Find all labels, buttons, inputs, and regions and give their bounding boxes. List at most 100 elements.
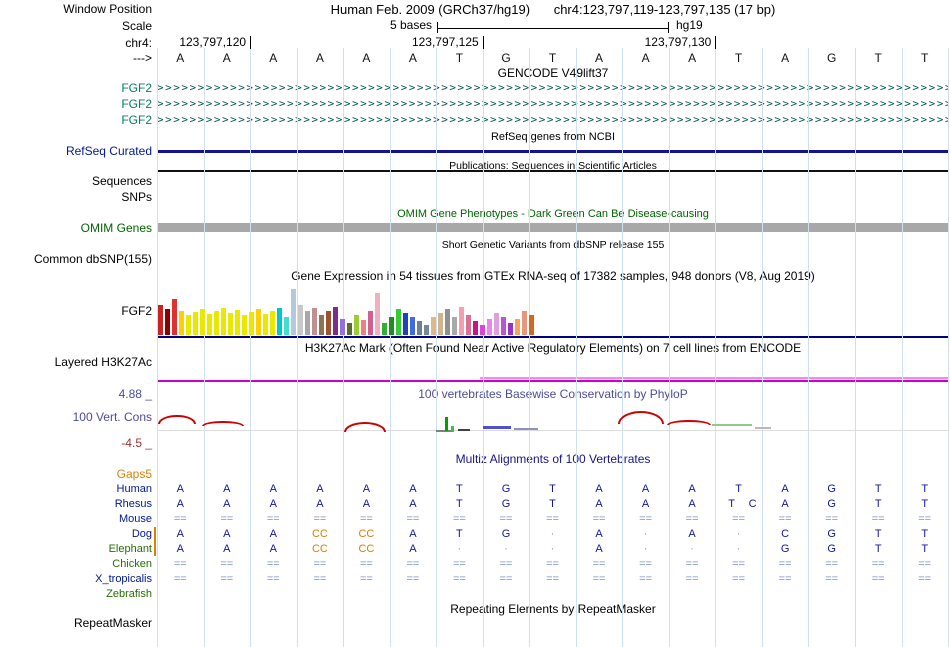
repeatmasker-title[interactable]: Repeating Elements by RepeatMasker (450, 602, 656, 616)
gtex-baseline[interactable] (157, 336, 949, 338)
layered-h3k27ac-label[interactable]: Layered H3K27Ac (54, 355, 152, 369)
common-dbsnp-label[interactable]: Common dbSNP(155) (33, 252, 152, 266)
gtex-bar[interactable] (158, 305, 163, 335)
gtex-bar[interactable] (389, 317, 394, 335)
gtex-bar[interactable] (214, 311, 219, 335)
species-label-human[interactable]: Human (116, 483, 152, 495)
omim-genes-label[interactable]: OMIM Genes (80, 221, 152, 235)
gtex-bar[interactable] (249, 312, 254, 335)
multiz-title[interactable]: Multiz Alignments of 100 Vertebrates (455, 452, 651, 466)
phylop-title[interactable]: 100 vertebrates Basewise Conservation by… (418, 387, 688, 401)
species-label-dog[interactable]: Dog (131, 528, 152, 540)
gtex-bar[interactable] (263, 314, 268, 335)
gencode-gene-label[interactable]: FGF2 (121, 113, 152, 127)
gtex-bar[interactable] (403, 313, 408, 335)
gencode-transcript-row[interactable]: >>>>>>>>>>>>>>>>>>>>>>>>>>>>>>>>>>>>>>>>… (157, 113, 948, 126)
dbsnp-title[interactable]: Short Genetic Variants from dbSNP releas… (441, 239, 665, 251)
gencode-gene-label[interactable]: FGF2 (121, 81, 152, 95)
gtex-title[interactable]: Gene Expression in 54 tissues from GTEx … (291, 269, 815, 283)
gtex-bar[interactable] (494, 313, 499, 335)
vert-cons-label[interactable]: 100 Vert. Cons (72, 410, 152, 424)
omim-title[interactable]: OMIM Gene Phenotypes - Dark Green Can Be… (397, 208, 709, 220)
gencode-title[interactable]: GENCODE V49lift37 (497, 66, 609, 80)
gencode-transcript-row[interactable]: >>>>>>>>>>>>>>>>>>>>>>>>>>>>>>>>>>>>>>>>… (157, 81, 948, 94)
gtex-bar[interactable] (312, 308, 317, 335)
gtex-bar[interactable] (529, 315, 534, 335)
gtex-bar[interactable] (354, 315, 359, 335)
gtex-gene-label[interactable]: FGF2 (121, 304, 152, 318)
gtex-bar[interactable] (487, 319, 492, 335)
refseq-curated-label[interactable]: RefSeq Curated (65, 144, 152, 158)
gtex-bar[interactable] (452, 317, 457, 335)
gtex-bar[interactable] (501, 317, 506, 335)
species-label-elephant[interactable]: Elephant (108, 543, 152, 555)
multiz-token: C (748, 498, 757, 510)
gtex-bar[interactable] (459, 307, 464, 335)
gaps-label[interactable]: Gaps5 (116, 467, 152, 481)
gtex-bar[interactable] (431, 317, 436, 335)
gtex-bar[interactable] (298, 305, 303, 335)
species-label-mouse[interactable]: Mouse (118, 513, 152, 525)
gtex-bar[interactable] (410, 317, 415, 335)
gtex-bar[interactable] (291, 289, 296, 335)
gtex-bar[interactable] (326, 311, 331, 335)
gtex-bar[interactable] (256, 309, 261, 335)
species-label-chicken[interactable]: Chicken (112, 558, 152, 570)
sequences-track-line[interactable] (157, 170, 949, 172)
omim-track-bar[interactable] (157, 223, 949, 232)
gtex-bar[interactable] (193, 312, 198, 335)
gtex-bar[interactable] (228, 313, 233, 335)
gtex-bar[interactable] (396, 309, 401, 335)
h3k27ac-signal-line-secondary[interactable] (480, 377, 949, 379)
gtex-bar[interactable] (270, 311, 275, 335)
gtex-bar[interactable] (480, 325, 485, 335)
gtex-bar[interactable] (319, 315, 324, 335)
gtex-bar[interactable] (445, 309, 450, 335)
gtex-bar[interactable] (375, 293, 380, 335)
gtex-bar[interactable] (207, 314, 212, 335)
gtex-bar[interactable] (424, 325, 429, 335)
species-label-x_tropicalis[interactable]: X_tropicalis (95, 573, 152, 585)
gtex-bar[interactable] (235, 310, 240, 335)
gtex-bar[interactable] (508, 323, 513, 335)
gtex-bar[interactable] (473, 321, 478, 335)
species-label-zebrafish[interactable]: Zebrafish (106, 588, 152, 600)
multiz-token: C (781, 528, 790, 540)
gtex-bar[interactable] (305, 311, 310, 335)
refseq-track-line[interactable] (157, 150, 949, 153)
gencode-gene-label[interactable]: FGF2 (121, 97, 152, 111)
multiz-token: == (220, 573, 234, 585)
gtex-bar[interactable] (368, 311, 373, 335)
gtex-bar[interactable] (186, 315, 191, 335)
repeatmasker-label[interactable]: RepeatMasker (73, 616, 152, 630)
refseq-title[interactable]: RefSeq genes from NCBI (490, 131, 616, 143)
h3k27ac-signal-line[interactable] (157, 380, 949, 382)
gtex-bar[interactable] (221, 308, 226, 335)
ruler-tick (250, 36, 252, 49)
gtex-bar[interactable] (242, 315, 247, 335)
gtex-bar[interactable] (277, 308, 282, 335)
gtex-bar[interactable] (172, 299, 177, 335)
multiz-token: T (921, 543, 929, 555)
gtex-bar[interactable] (200, 309, 205, 335)
gencode-transcript-row[interactable]: >>>>>>>>>>>>>>>>>>>>>>>>>>>>>>>>>>>>>>>>… (157, 97, 948, 110)
gtex-bar[interactable] (522, 311, 527, 335)
gtex-bar[interactable] (361, 320, 366, 335)
species-label-rhesus[interactable]: Rhesus (114, 498, 152, 510)
gtex-bar[interactable] (347, 323, 352, 335)
gtex-bar[interactable] (382, 323, 387, 335)
sequences-label[interactable]: Sequences (91, 174, 152, 188)
gtex-bar[interactable] (340, 319, 345, 335)
gtex-bar[interactable] (515, 319, 520, 335)
h3k27ac-title[interactable]: H3K27Ac Mark (Often Found Near Active Re… (304, 341, 802, 355)
publications-title[interactable]: Publications: Sequences in Scientific Ar… (449, 160, 657, 172)
gtex-bar[interactable] (165, 309, 170, 335)
gtex-bar[interactable] (179, 311, 184, 335)
snps-label[interactable]: SNPs (121, 190, 152, 204)
gtex-bar[interactable] (417, 321, 422, 335)
gtex-bar[interactable] (438, 313, 443, 335)
gtex-bar[interactable] (284, 317, 289, 335)
gtex-bar[interactable] (333, 307, 338, 335)
assembly-name: Human Feb. 2009 (GRCh37/hg19) (330, 2, 531, 17)
gtex-bar[interactable] (466, 315, 471, 335)
